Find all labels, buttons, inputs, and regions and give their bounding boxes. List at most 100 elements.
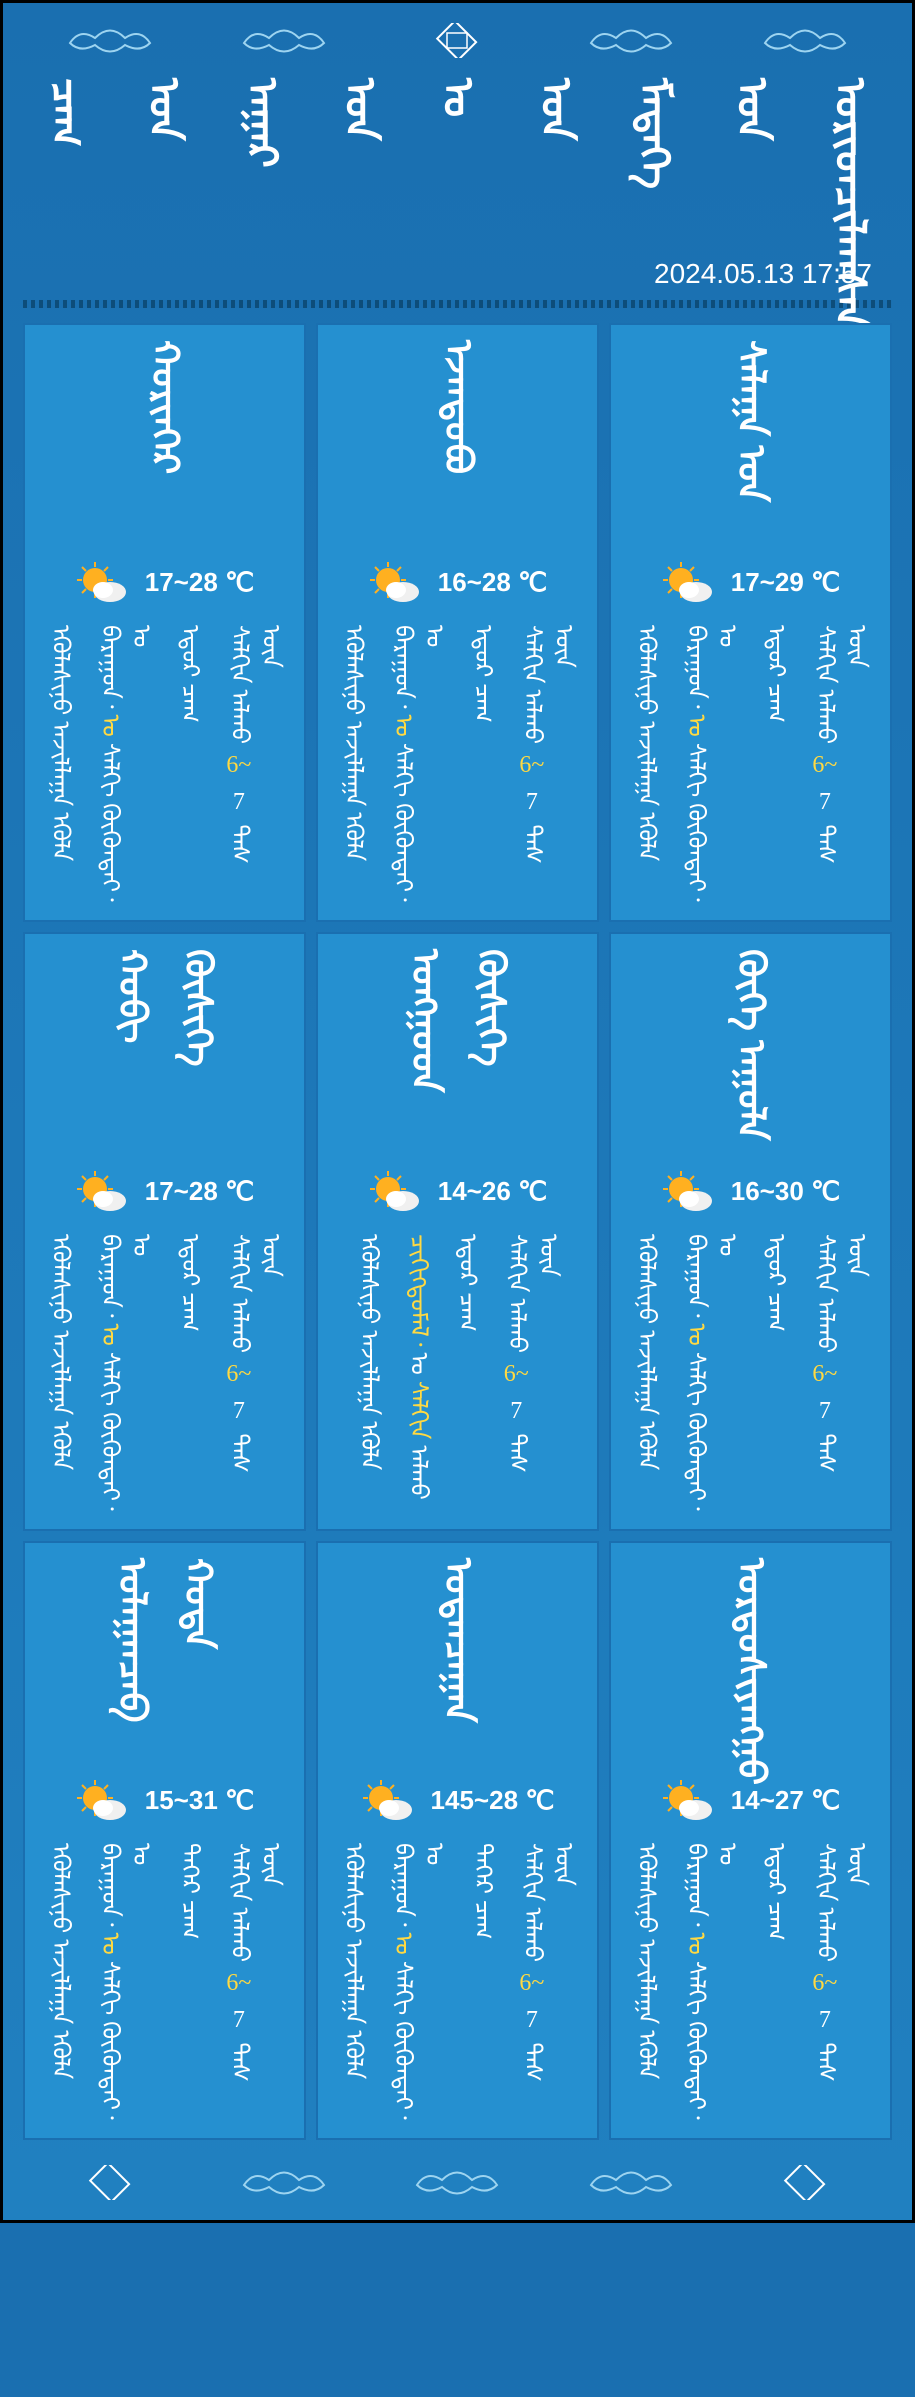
detail-column: ᠡᠭᠦᠯᠡᠰᠢᠨᠦ ᠠᠵᠢᠯᠯᠠᠭᠠ ᠡᠭᠦᠯᠡ bbox=[630, 625, 661, 861]
location-name: ᠡᠵᠡᠨᠳᠤᠪᠤ bbox=[425, 340, 491, 540]
detail-column: ᠡᠳᠦᠷ ᠴᠠᠭ bbox=[760, 1843, 791, 1941]
footer-decoration bbox=[23, 2165, 892, 2200]
temperature: 16~30 ℃ bbox=[731, 1176, 840, 1207]
sun-cloud-icon bbox=[661, 1778, 716, 1823]
title-glyph: ᠮᠡᠳᠡᠭᠡ bbox=[617, 78, 690, 189]
weather-row: 14~27 ℃ bbox=[621, 1778, 880, 1823]
detail-column: ᠰᠠᠯᠬᠢᠨ ᠠᠯᠬᠤ 6~ 7 ᠳᠡᠰ ᠦᠨ bbox=[516, 625, 578, 905]
temperature: 15~31 ℃ bbox=[145, 1785, 254, 1816]
detail-column: ᠳᠡᠭᠡᠷ ᠴᠠᠭ bbox=[467, 1843, 498, 1939]
sun-cloud-icon bbox=[75, 1778, 130, 1823]
location-name: ᠬᠤᠪᠢ ᠬᠦᠰᠢᠭᠡ bbox=[99, 949, 231, 1149]
details-row: ᠡᠭᠦᠯᠡᠰᠢᠨᠦ ᠠᠵᠢᠯᠯᠠᠭᠠ ᠡᠭᠦᠯᠡ ᠪᠠᠷᠠᠭᠤᠨ᠂ ᠤ ᠰᠠᠯᠬᠢ… bbox=[630, 625, 871, 905]
details-row: ᠡᠭᠦᠯᠡᠰᠢᠨᠦ ᠠᠵᠢᠯᠯᠠᠭᠠ ᠡᠭᠦᠯᠡᠪᠠᠷᠠᠭᠤᠨ᠂ ᠤ ᠰᠠᠯᠬᠢ… bbox=[44, 625, 285, 905]
weather-row: 17~28 ℃ bbox=[35, 1169, 294, 1214]
sun-cloud-icon bbox=[75, 1169, 130, 1214]
details-row: ᠡᠭᠦᠯᠡᠰᠢᠨᠦ ᠠᠵᠢᠯᠯᠠᠭᠠ ᠡᠭᠦᠯᠡ ᠪᠠᠷᠠᠭᠤᠨ᠂ ᠤ ᠰᠠᠯᠬᠢ… bbox=[337, 625, 578, 905]
title-glyph: ᠠᠭᠠᠷ bbox=[225, 78, 298, 168]
weather-card: ᠰᠠᠯᠠᠭᠠ ᠤᠨ 17~29 ℃ ᠡᠭᠦᠯᠡᠰᠢᠨᠦ ᠠᠵᠢᠯᠯᠠᠭᠠ ᠡᠭᠦᠯ… bbox=[609, 323, 892, 922]
detail-column: ᠪᠠᠷᠠᠭᠤᠨ᠂ ᠤ ᠰᠠᠯᠬᠢ ᠬᠦᠬᠦᠨᠳᠡᠢ᠂ ᠤ bbox=[93, 625, 155, 905]
location-name: ᠤᠳᠠᠨᠴᠠᠭᠠᠨ bbox=[425, 1558, 491, 1758]
detail-column: ᠪᠠᠷᠠᠭᠤᠨ᠂ ᠤ ᠰᠠᠯᠬᠢ ᠬᠦᠬᠦᠨᠳᠡᠢ᠂ ᠤ bbox=[93, 1234, 155, 1514]
title-glyph: ᠴᠠᠭ bbox=[29, 78, 102, 147]
detail-column: ᠡᠳᠦᠷ ᠴᠠᠭ bbox=[174, 1234, 205, 1332]
weather-card: ᠬᠦᠭᠡ ᠠᠭᠤᠯᠠ 16~30 ℃ ᠡᠭᠦᠯᠡᠰᠢᠨᠦ ᠠᠵᠢᠯᠯᠠᠭᠠ ᠡᠭᠦ… bbox=[609, 932, 892, 1531]
weather-row: 16~28 ℃ bbox=[328, 560, 587, 605]
location-name: ᠤᠯᠠᠭᠠᠨᠴᠠᠪ ᠬᠤᠲᠠ bbox=[99, 1558, 231, 1758]
detail-column: ᠡᠭᠦᠯᠡᠰᠢᠨᠦ ᠠᠵᠢᠯᠯᠠᠭᠠ ᠡᠭᠦᠯᠡ bbox=[44, 1843, 75, 2079]
weather-row: 15~31 ℃ bbox=[35, 1778, 294, 1823]
weather-card: ᠬᠤᠷᠢᠨᠭᠡᠷ 17~28 ℃ ᠡᠭᠦᠯᠡᠰᠢᠨᠦ ᠠᠵᠢᠯᠯᠠᠭᠠ ᠡᠭᠦᠯᠡ… bbox=[23, 323, 306, 922]
detail-column: ᠡᠳᠦᠷ ᠴᠠᠭ bbox=[174, 625, 205, 723]
details-row: ᠡᠭᠦᠯᠡᠰᠢᠨᠦ ᠠᠵᠢᠯᠯᠠᠭᠠ ᠡᠭᠦᠯᠡ ᠪᠠᠷᠠᠭᠤᠨ᠂ ᠤ ᠰᠠᠯᠬᠢ… bbox=[44, 1843, 285, 2123]
detail-column: ᠡᠳᠦᠷ ᠴᠠᠭ bbox=[451, 1234, 482, 1332]
title-glyph: ᠤᠨ bbox=[519, 78, 592, 141]
detail-column: ᠰᠠᠯᠬᠢᠨ ᠠᠯᠬᠤ 6~ 7 ᠳᠡᠰ ᠦᠨ bbox=[809, 1234, 871, 1514]
cloud-motif-icon bbox=[239, 23, 329, 58]
detail-column: ᠪᠠᠷᠠᠭᠤᠨ᠂ ᠤ ᠰᠠᠯᠬᠢ ᠬᠦᠬᠦᠨᠳᠡᠢ᠂ ᠤ bbox=[679, 1843, 741, 2123]
detail-column: ᠡᠭᠦᠯᠡᠰᠢᠨᠦ ᠠᠵᠢᠯᠯᠠᠭᠠ ᠡᠭᠦᠯᠡ bbox=[337, 1843, 368, 2079]
weather-grid: ᠬᠤᠷᠢᠨᠭᠡᠷ 17~28 ℃ ᠡᠭᠦᠯᠡᠰᠢᠨᠦ ᠠᠵᠢᠯᠯᠠᠭᠠ ᠡᠭᠦᠯᠡ… bbox=[23, 323, 892, 2140]
title-glyph: ᠤᠷᠢᠳᠴᠢᠯᠠᠭᠰᠠᠨ bbox=[813, 78, 886, 328]
weather-card: ᠬᠤᠪᠢ ᠬᠦᠰᠢᠭᠡ 17~28 ℃ ᠡᠭᠦᠯᠡᠰᠢᠨᠦ ᠠᠵᠢᠯᠯᠠᠭᠠ ᠡᠭ… bbox=[23, 932, 306, 1531]
temperature: 17~28 ℃ bbox=[145, 567, 254, 598]
sun-cloud-icon bbox=[368, 560, 423, 605]
detail-column: ᠰᠠᠯᠬᠢᠨ ᠠᠯᠬᠤ 6~ 7 ᠳᠡᠰ ᠦᠨ bbox=[223, 625, 285, 905]
weather-container: ᠴᠠᠭᠤᠨᠠᠭᠠᠷᠤᠨᠣᠤᠨᠮᠡᠳᠡᠭᠡᠤᠨᠤᠷᠢᠳᠴᠢᠯᠠᠭᠰᠠᠨ 2024.… bbox=[0, 0, 915, 2223]
weather-card: ᠤᠳᠠᠨᠴᠠᠭᠠᠨ 145~28 ℃ ᠡᠭᠦᠯᠡᠰᠢᠨᠦ ᠠᠵᠢᠯᠯᠠᠭᠠ ᠡᠭᠦ… bbox=[316, 1541, 599, 2140]
detail-column: ᠰᠠᠯᠬᠢᠨ ᠠᠯᠬᠤ 6~ 7 ᠳᠡᠰ ᠦᠨ bbox=[516, 1843, 578, 2123]
weather-row: 17~28 ℃ bbox=[35, 560, 294, 605]
weather-row: 16~30 ℃ bbox=[621, 1169, 880, 1214]
location-name: ᠬᠤᠷᠢᠨᠭᠡᠷ bbox=[132, 340, 198, 540]
detail-column: ᠡᠭᠦᠯᠡᠰᠢᠨᠦ ᠠᠵᠢᠯᠯᠠᠭᠠ ᠡᠭᠦᠯᠡ bbox=[630, 1843, 661, 2079]
cloud-motif-icon bbox=[760, 23, 850, 58]
weather-card: ᠤᠷᠳᠤᠰᠢᠶᠠᠩᠭᠤ 14~27 ℃ ᠡᠭᠦᠯᠡᠰᠢᠨᠦ ᠠᠵᠢᠯᠯᠠᠭᠠ ᠡᠭ… bbox=[609, 1541, 892, 2140]
detail-column: ᠡᠭᠦᠯᠡᠰᠢᠨᠦ ᠠᠵᠢᠯᠯᠠᠭᠠ ᠡᠭᠦᠯᠡ bbox=[353, 1234, 384, 1470]
detail-column: ᠡᠭᠦᠯᠡᠰᠢᠨᠦ ᠠᠵᠢᠯᠯᠠᠭᠠ ᠡᠭᠦᠯᠡ bbox=[630, 1234, 661, 1470]
details-row: ᠡᠭᠦᠯᠡᠰᠢᠨᠦ ᠠᠵᠢᠯᠯᠠᠭᠠ ᠡᠭᠦᠯᠡ ᠴᠢᠬᠢᠭᠳᠦᠮᠡᠯ᠂ ᠤ ᠰᠠ… bbox=[353, 1234, 563, 1514]
sun-cloud-icon bbox=[368, 1169, 423, 1214]
location-name: ᠰᠠᠯᠠᠭᠠ ᠤᠨ bbox=[718, 340, 784, 540]
title-glyph: ᠤᠨ bbox=[323, 78, 396, 141]
location-name: ᠬᠦᠭᠡ ᠠᠭᠤᠯᠠ bbox=[718, 949, 784, 1149]
title-glyph: ᠤᠨ bbox=[715, 78, 788, 141]
detail-column: ᠪᠠᠷᠠᠭᠤᠨ᠂ ᠤ ᠰᠠᠯᠬᠢ ᠬᠦᠬᠦᠨᠳᠡᠢ᠂ ᠤ bbox=[386, 1843, 448, 2123]
header-decoration bbox=[23, 23, 892, 58]
detail-column: ᠰᠠᠯᠬᠢᠨ ᠠᠯᠬᠤ 6~ 7 ᠳᠡᠰ ᠦᠨ bbox=[223, 1843, 285, 2123]
temperature: 14~26 ℃ bbox=[438, 1176, 547, 1207]
detail-column: ᠡᠳᠦᠷ ᠴᠠᠭ bbox=[760, 1234, 791, 1332]
detail-column: ᠳᠡᠭᠡᠷ ᠴᠠᠭ bbox=[174, 1843, 205, 1939]
location-name: ᠤᠩᠭᠤᠳ ᠬᠦᠰᠢᠭᠡ bbox=[392, 949, 524, 1149]
details-row: ᠡᠭᠦᠯᠡᠰᠢᠨᠦ ᠠᠵᠢᠯᠯᠠᠭᠠ ᠡᠭᠦᠯᠡᠪᠠᠷᠠᠭᠤᠨ᠂ ᠤ ᠰᠠᠯᠬᠢ… bbox=[44, 1234, 285, 1514]
cloud-motif-icon bbox=[239, 2165, 329, 2200]
detail-column: ᠪᠠᠷᠠᠭᠤᠨ᠂ ᠤ ᠰᠠᠯᠬᠢ ᠬᠦᠬᠦᠨᠳᠡᠢ᠂ ᠤ bbox=[93, 1843, 155, 2123]
temperature: 145~28 ℃ bbox=[431, 1785, 555, 1816]
detail-column: ᠡᠭᠦᠯᠡᠰᠢᠨᠦ ᠠᠵᠢᠯᠯᠠᠭᠠ ᠡᠭᠦᠯᠡ bbox=[337, 625, 368, 861]
location-name: ᠤᠷᠳᠤᠰᠢᠶᠠᠩᠭᠤ bbox=[718, 1558, 784, 1758]
cloud-motif-icon bbox=[65, 2165, 155, 2200]
cloud-motif-icon bbox=[412, 2165, 502, 2200]
detail-column: ᠰᠠᠯᠬᠢᠨ ᠠᠯᠬᠤ 6~ 7 ᠳᠡᠰ ᠦᠨ bbox=[809, 625, 871, 905]
detail-column: ᠰᠠᠯᠬᠢᠨ ᠠᠯᠬᠤ 6~ 7 ᠳᠡᠰ ᠦᠨ bbox=[809, 1843, 871, 2123]
temperature: 16~28 ℃ bbox=[438, 567, 547, 598]
temperature: 17~28 ℃ bbox=[145, 1176, 254, 1207]
weather-card: ᠡᠵᠡᠨᠳᠤᠪᠤ 16~28 ℃ ᠡᠭᠦᠯᠡᠰᠢᠨᠦ ᠠᠵᠢᠯᠯᠠᠭᠠ ᠡᠭᠦᠯᠡ… bbox=[316, 323, 599, 922]
sun-cloud-icon bbox=[361, 1778, 416, 1823]
cloud-motif-icon bbox=[586, 2165, 676, 2200]
detail-column: ᠪᠠᠷᠠᠭᠤᠨ᠂ ᠤ ᠰᠠᠯᠬᠢ ᠬᠦᠬᠦᠨᠳᠡᠢ᠂ ᠤ bbox=[386, 625, 448, 905]
weather-card: ᠤᠯᠠᠭᠠᠨᠴᠠᠪ ᠬᠤᠲᠠ 15~31 ℃ ᠡᠭᠦᠯᠡᠰᠢᠨᠦ ᠠᠵᠢᠯᠯᠠᠭᠠ… bbox=[23, 1541, 306, 2140]
timestamp: 2024.05.13 17:57 bbox=[23, 258, 892, 290]
detail-column: ᠴᠢᠬᠢᠭᠳᠦᠮᠡᠯ᠂ ᠤ ᠰᠠᠯᠬᠢᠨ ᠠᠯᠬᠤ bbox=[402, 1234, 433, 1500]
detail-column: ᠪᠠᠷᠠᠭᠤᠨ᠂ ᠤ ᠰᠠᠯᠬᠢ ᠬᠦᠬᠦᠨᠳᠡᠢ᠂ ᠤ bbox=[679, 625, 741, 905]
details-row: ᠡᠭᠦᠯᠡᠰᠢᠨᠦ ᠠᠵᠢᠯᠯᠠᠭᠠ ᠡᠭᠦᠯᠡ ᠪᠠᠷᠠᠭᠤᠨ᠂ ᠤ ᠰᠠᠯᠬᠢ… bbox=[337, 1843, 578, 2123]
sun-cloud-icon bbox=[661, 560, 716, 605]
details-row: ᠡᠭᠦᠯᠡᠰᠢᠨᠦ ᠠᠵᠢᠯᠯᠠᠭᠠ ᠡᠭᠦᠯᠡᠪᠠᠷᠠᠭᠤᠨ᠂ ᠤ ᠰᠠᠯᠬᠢ… bbox=[630, 1234, 871, 1514]
cloud-motif-icon bbox=[760, 2165, 850, 2200]
weather-card: ᠤᠩᠭᠤᠳ ᠬᠦᠰᠢᠭᠡ 14~26 ℃ ᠡᠭᠦᠯᠡᠰᠢᠨᠦ ᠠᠵᠢᠯᠯᠠᠭᠠ ᠡ… bbox=[316, 932, 599, 1531]
title-glyph: ᠤᠨ bbox=[127, 78, 200, 141]
weather-row: 17~29 ℃ bbox=[621, 560, 880, 605]
detail-column: ᠰᠠᠯᠬᠢᠨ ᠠᠯᠬᠤ 6~ 7 ᠳᠡᠰ ᠦᠨ bbox=[223, 1234, 285, 1514]
detail-column: ᠡᠳᠦᠷ ᠴᠠᠭ bbox=[760, 625, 791, 723]
details-row: ᠡᠭᠦᠯᠡᠰᠢᠨᠦ ᠠᠵᠢᠯᠯᠠᠭᠠ ᠡᠭᠦᠯᠡ ᠪᠠᠷᠠᠭᠤᠨ᠂ ᠤ ᠰᠠᠯᠬᠢ… bbox=[630, 1843, 871, 2123]
page-title: ᠴᠠᠭᠤᠨᠠᠭᠠᠷᠤᠨᠣᠤᠨᠮᠡᠳᠡᠭᠡᠤᠨᠤᠷᠢᠳᠴᠢᠯᠠᠭᠰᠠᠨ bbox=[23, 78, 892, 238]
